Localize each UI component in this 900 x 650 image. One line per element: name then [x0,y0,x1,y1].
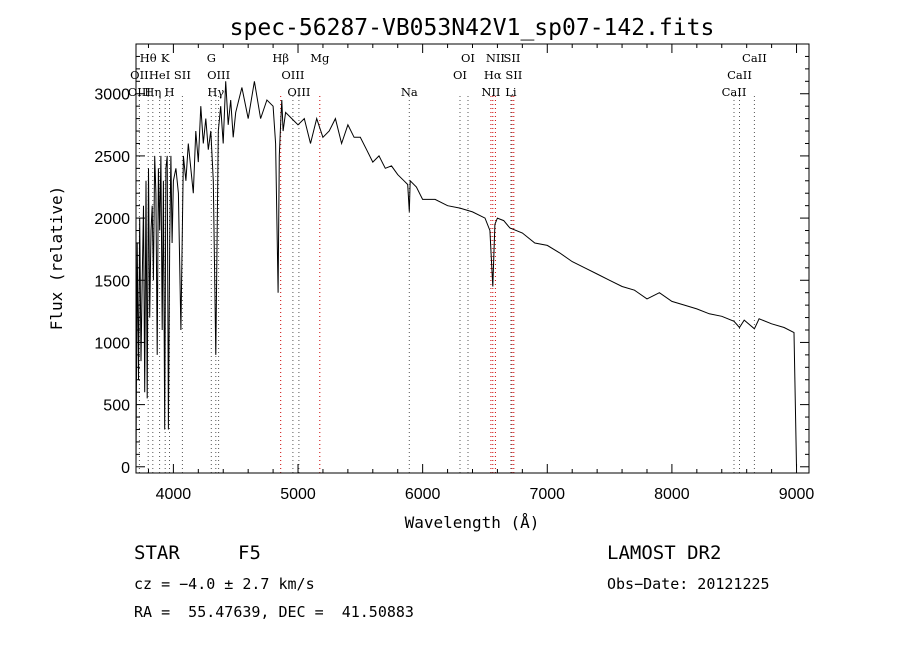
line-marker-label: SII [505,68,522,82]
coordinates: RA = 55.47639, DEC = 41.50883 [134,603,414,621]
x-axis-label: Wavelength (Å) [405,513,540,532]
line-marker-label: Hη [144,85,161,99]
y-tick-label: 0 [121,460,130,477]
line-marker-label: HeI [149,68,170,82]
line-marker-label: SII [174,68,191,82]
line-marker-label: CaII [727,68,752,82]
line-marker-label: OI [453,68,467,82]
spectrum-line [135,81,797,467]
line-marker-label: Na [401,85,418,99]
y-axis: 0 500 1000 1500 2000 2500 3000 [94,55,809,477]
line-marker-label: SII [504,51,521,65]
line-marker-label: NII [486,51,505,65]
spectral-line-markers [138,96,755,473]
y-tick-label: 2000 [94,211,130,228]
subclass: F5 [238,542,261,564]
line-marker-label: K [161,51,170,65]
line-marker-label: OIII [207,68,230,82]
survey-name: LAMOST DR2 [607,542,722,564]
line-marker-label: Hγ [207,85,224,99]
line-marker-label: OI [461,51,475,65]
y-tick-label: 2500 [94,149,130,166]
y-tick-label: 1000 [94,335,130,352]
x-tick-label: 6000 [405,486,441,503]
line-marker-label: Mg [310,51,330,65]
line-marker-label: H [164,85,174,99]
line-marker-label: Hβ [272,51,289,65]
line-marker-label: CaII [722,85,747,99]
x-tick-label: 5000 [280,486,316,503]
y-tick-label: 500 [103,398,130,415]
y-axis-label: Flux (relative) [47,186,66,331]
x-tick-label: 7000 [529,486,565,503]
x-tick-label: 4000 [156,486,192,503]
y-tick-label: 1500 [94,273,130,290]
line-marker-label: NII [481,85,500,99]
line-marker-label: OIII [287,85,310,99]
line-marker-label: Hα [484,68,502,82]
obs-date: Obs−Date: 20121225 [607,575,770,593]
x-axis: 4000 5000 6000 7000 8000 9000 [147,44,815,503]
line-marker-label: G [207,51,216,65]
x-tick-label: 9000 [779,486,815,503]
line-marker-label: OIII [281,68,304,82]
line-marker-label: Li [505,85,517,99]
x-tick-label: 8000 [654,486,690,503]
line-marker-label: Hθ [140,51,157,65]
y-tick-label: 3000 [94,87,130,104]
line-marker-label: CaII [742,51,767,65]
line-marker-label: OIII [128,85,151,99]
line-marker-label: OII [130,68,149,82]
object-class: STAR [134,542,180,564]
redshift-text: cz = −4.0 ± 2.7 km/s [134,575,315,593]
chart-title: spec-56287-VB053N42V1_sp07-142.fits [230,15,715,41]
